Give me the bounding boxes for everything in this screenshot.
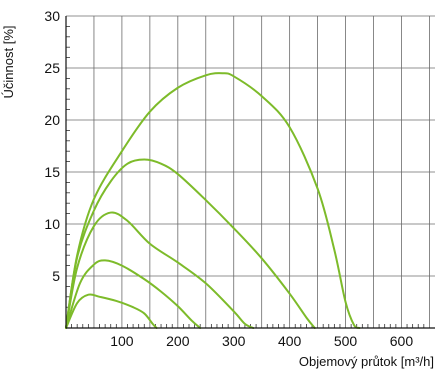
y-tick-label: 30 — [44, 8, 60, 24]
x-tick-label: 600 — [390, 333, 414, 349]
x-tick-label: 300 — [222, 333, 246, 349]
efficiency-curves — [65, 72, 361, 329]
axes — [65, 16, 435, 329]
minor-ticks — [66, 25, 425, 328]
y-tick-label: 5 — [52, 268, 60, 284]
efficiency-curve-1 — [65, 72, 361, 329]
y-axis-label: Účinnost [%] — [1, 26, 16, 99]
tick-labels: 100 200 300 400 500 600 5 10 15 20 25 30 — [44, 8, 413, 349]
x-tick-label: 200 — [166, 333, 190, 349]
x-tick-label: 500 — [334, 333, 358, 349]
efficiency-curve-3 — [65, 211, 255, 329]
y-tick-label: 20 — [44, 112, 60, 128]
y-tick-label: 15 — [44, 164, 60, 180]
x-tick-label: 400 — [278, 333, 302, 349]
x-axis-label: Objemový průtok [m³/h] — [299, 354, 434, 369]
y-tick-label: 25 — [44, 60, 60, 76]
grid — [66, 15, 435, 328]
efficiency-curve-2 — [65, 158, 316, 329]
x-tick-label: 100 — [110, 333, 134, 349]
efficiency-curve-4 — [65, 259, 202, 329]
efficiency-curve-5 — [65, 293, 158, 329]
y-tick-label: 10 — [44, 216, 60, 232]
